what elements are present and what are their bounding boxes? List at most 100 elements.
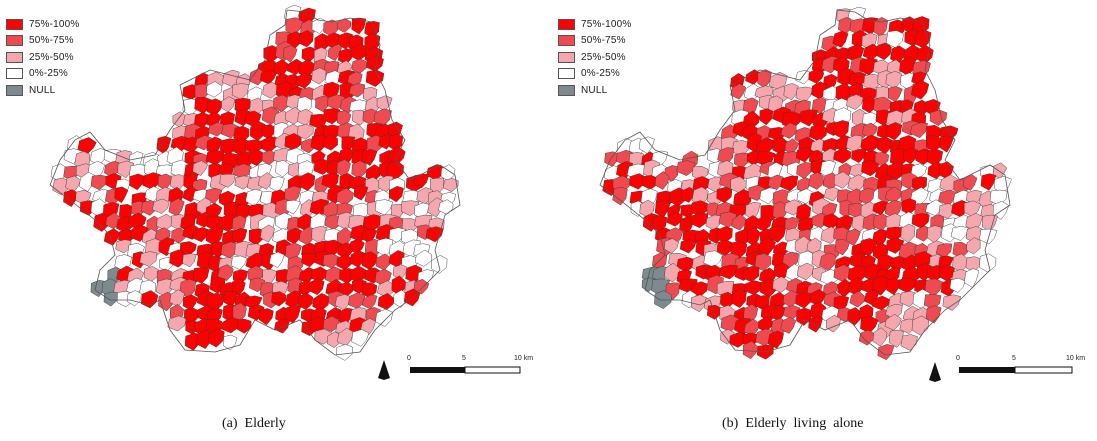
district-region <box>847 6 866 23</box>
legend-swatch <box>558 84 575 96</box>
legend-swatch <box>558 18 575 30</box>
district-region <box>910 122 928 139</box>
district-region <box>756 150 776 167</box>
scale-tick-0: 0 <box>407 355 411 362</box>
legend-item: NULL <box>6 82 80 99</box>
legend-item: 75%-100% <box>6 16 80 33</box>
district-region <box>219 190 236 208</box>
district-region <box>742 340 759 360</box>
north-arrow <box>929 362 941 382</box>
legend-swatch <box>6 84 23 96</box>
district-region <box>336 159 351 178</box>
district-region <box>935 243 953 258</box>
district-region <box>284 304 302 324</box>
district-region <box>336 187 355 206</box>
district-region <box>414 249 432 267</box>
district-region <box>388 185 404 203</box>
district-region <box>797 217 814 234</box>
district-region <box>322 134 338 151</box>
district-region <box>785 227 802 245</box>
district-region <box>139 251 158 267</box>
scale-tick-5: 5 <box>462 355 466 362</box>
district-region <box>314 33 329 53</box>
district-region <box>284 133 302 151</box>
legend-label: 25%-50% <box>29 51 74 63</box>
district-region <box>155 278 174 297</box>
district-region <box>260 136 278 153</box>
district-region <box>780 317 797 334</box>
district-region <box>283 45 298 63</box>
district-region <box>769 71 788 91</box>
legend-swatch <box>6 35 23 47</box>
district-region <box>259 224 275 243</box>
district-region <box>808 316 823 333</box>
district-region <box>808 172 824 190</box>
legend-item: 25%-50% <box>558 49 632 66</box>
district-region <box>361 251 378 271</box>
district-region <box>876 42 892 61</box>
district-region <box>654 171 670 190</box>
district-region <box>169 289 185 307</box>
legend-label: 75%-100% <box>29 18 80 30</box>
district-region <box>205 150 225 166</box>
legend-label: 0%-25% <box>581 68 620 80</box>
district-region <box>129 173 146 191</box>
district-region <box>297 124 314 140</box>
district-region <box>758 237 777 256</box>
legend-swatch <box>6 51 23 63</box>
district-region <box>220 316 240 334</box>
panel-caption: (b) Elderly living alone <box>722 416 864 431</box>
legend-swatch <box>558 35 575 47</box>
district-region <box>784 138 799 155</box>
district-region <box>980 173 997 191</box>
scale-tick-10km: 10 km <box>514 355 533 362</box>
district-region <box>377 292 395 310</box>
district-region <box>143 266 160 282</box>
district-region <box>809 123 828 142</box>
district-region <box>192 160 209 176</box>
legend-label: NULL <box>29 84 56 96</box>
district-region <box>230 255 248 270</box>
district-region <box>193 267 210 284</box>
district-region <box>746 227 761 247</box>
district-region <box>442 177 459 193</box>
district-region <box>274 318 291 334</box>
district-region <box>833 147 851 164</box>
legend-item: 0%-25% <box>558 66 632 83</box>
district-region <box>348 238 365 255</box>
district-region <box>819 252 836 271</box>
district-region <box>782 290 798 308</box>
district-region <box>898 277 917 294</box>
district-region <box>336 18 352 33</box>
district-region <box>927 225 942 244</box>
district-region <box>914 29 932 49</box>
district-region <box>862 122 878 139</box>
district-region <box>217 264 234 281</box>
district-region <box>430 255 448 274</box>
district-region <box>65 175 81 193</box>
district-region <box>886 122 903 141</box>
district-region <box>612 186 628 206</box>
north-arrow <box>378 360 390 380</box>
legend-label: 25%-50% <box>581 51 626 63</box>
district-region <box>885 30 904 49</box>
district-region <box>157 173 173 191</box>
district-region <box>244 295 263 310</box>
district-region <box>297 292 314 311</box>
district-region <box>716 226 733 244</box>
district-region <box>772 201 788 222</box>
district-region <box>733 152 750 169</box>
district-region <box>745 201 761 221</box>
district-region <box>781 111 801 130</box>
district-region <box>965 212 984 232</box>
legend-label: 50%-75% <box>581 35 626 47</box>
legend-label: 75%-100% <box>581 18 632 30</box>
district-region <box>285 242 302 262</box>
district-region <box>952 253 969 273</box>
map-panel-elderly: 0 5 10 km 75%-100% 50%-75% 25%-50% 0%-25… <box>0 0 548 441</box>
district-region <box>365 164 382 183</box>
district-region <box>873 17 889 38</box>
panel-caption: (a) Elderly <box>222 416 286 431</box>
district-region <box>833 107 852 126</box>
district-region <box>900 223 916 243</box>
